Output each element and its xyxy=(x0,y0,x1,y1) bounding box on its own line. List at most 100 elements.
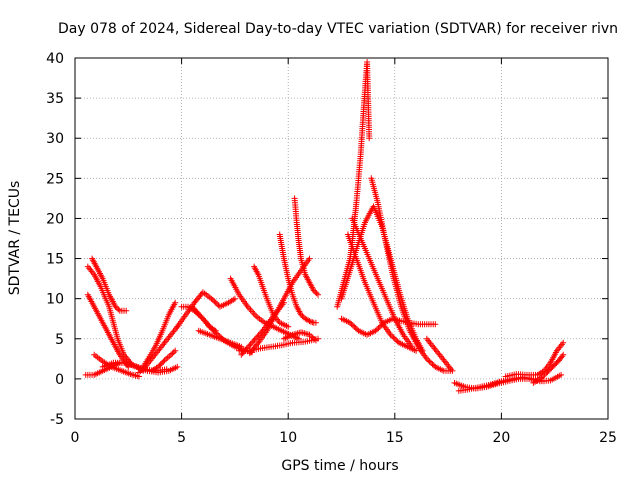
y-tick-label: 10 xyxy=(46,292,64,308)
y-tick-label: 40 xyxy=(46,51,64,67)
data-point xyxy=(174,363,181,370)
series-arc1 xyxy=(84,263,134,366)
data-point xyxy=(310,287,317,294)
y-tick-label: 30 xyxy=(46,131,64,147)
data-point xyxy=(449,367,456,374)
data-point xyxy=(391,335,398,342)
data-point xyxy=(559,353,566,360)
data-point xyxy=(306,318,313,325)
y-tick-label: 25 xyxy=(46,171,64,187)
x-axis-label: GPS time / hours xyxy=(281,458,398,474)
y-tick-label: 0 xyxy=(55,372,64,388)
series-arc20 xyxy=(276,231,319,326)
y-tick-label: 35 xyxy=(46,91,64,107)
data-point xyxy=(312,289,319,295)
series-arc32 xyxy=(502,339,567,380)
data-point xyxy=(429,361,436,368)
data-point xyxy=(351,323,358,330)
data-point xyxy=(115,306,122,313)
data-point xyxy=(315,291,321,298)
data-point xyxy=(432,321,439,328)
data-point xyxy=(155,363,162,370)
x-tick-label: 0 xyxy=(71,430,80,446)
chart-title: Day 078 of 2024, Sidereal Day-to-day VTE… xyxy=(58,21,618,37)
data-point xyxy=(352,325,359,332)
data-point xyxy=(426,358,433,365)
y-axis-label: SDTVAR / TECUs xyxy=(7,181,23,296)
series-arc27 xyxy=(349,215,415,350)
data-point xyxy=(112,303,119,310)
data-point xyxy=(306,255,313,262)
data-point xyxy=(312,319,319,326)
data-point xyxy=(553,360,560,366)
series-arc16 xyxy=(236,335,321,354)
y-tick-label: 15 xyxy=(46,252,64,268)
y-tick-label: 5 xyxy=(55,332,64,348)
data-point xyxy=(209,297,216,303)
series-arc3 xyxy=(84,291,132,370)
series-arc21 xyxy=(280,329,319,344)
y-tick-label: 20 xyxy=(46,211,64,227)
data-point xyxy=(413,347,420,354)
data-point xyxy=(550,362,557,369)
data-point xyxy=(299,313,306,319)
series-arc2 xyxy=(89,255,130,314)
data-point xyxy=(312,337,319,344)
x-tick-label: 10 xyxy=(279,430,297,446)
data-point xyxy=(408,343,415,350)
data-point xyxy=(366,135,373,142)
series-arc22 xyxy=(291,195,321,298)
data-point xyxy=(372,327,379,334)
x-tick-label: 15 xyxy=(386,430,404,446)
series-arc5 xyxy=(91,351,142,380)
data-point xyxy=(423,355,430,362)
series-arc29 xyxy=(423,335,456,374)
series-arc23 xyxy=(334,59,373,310)
x-tick-label: 25 xyxy=(599,430,617,446)
data-points xyxy=(82,59,567,394)
data-point xyxy=(172,299,179,306)
data-point xyxy=(157,361,164,368)
data-point xyxy=(545,367,552,374)
data-point xyxy=(430,362,437,369)
y-tick-label: -5 xyxy=(50,412,64,428)
data-point xyxy=(156,362,163,369)
data-point xyxy=(552,361,559,368)
data-point xyxy=(375,325,382,332)
series-arc10 xyxy=(148,347,179,374)
y-tick-labels: -5 0 5 10 15 20 25 30 35 40 xyxy=(46,51,608,428)
data-point xyxy=(393,337,400,344)
data-point xyxy=(170,349,177,356)
grid-lines xyxy=(75,58,608,419)
series-arc19 xyxy=(251,263,292,330)
series-arc33 xyxy=(530,351,567,386)
data-point xyxy=(169,350,176,357)
data-point xyxy=(285,323,292,330)
series-arc26 xyxy=(344,231,420,354)
plot-frame xyxy=(74,57,609,420)
x-tick-label: 20 xyxy=(492,430,510,446)
x-tick-labels: 0 5 10 15 20 25 xyxy=(71,58,617,446)
data-point xyxy=(390,334,397,341)
data-point xyxy=(123,307,130,314)
data-point xyxy=(167,351,174,358)
data-point xyxy=(160,358,167,365)
x-tick-label: 5 xyxy=(177,430,186,446)
data-point xyxy=(313,290,320,297)
data-point xyxy=(231,295,238,302)
series-arc9 xyxy=(140,299,179,370)
data-point xyxy=(560,339,567,346)
data-point xyxy=(560,351,567,358)
data-point xyxy=(541,378,547,385)
data-point xyxy=(389,333,395,340)
data-point xyxy=(305,317,312,324)
data-point xyxy=(425,357,432,364)
data-point xyxy=(347,319,353,326)
series-arc14 xyxy=(195,327,245,350)
data-point xyxy=(211,298,218,305)
data-point xyxy=(298,311,304,318)
data-point xyxy=(212,299,219,306)
data-point xyxy=(349,322,356,329)
data-point xyxy=(172,347,179,354)
